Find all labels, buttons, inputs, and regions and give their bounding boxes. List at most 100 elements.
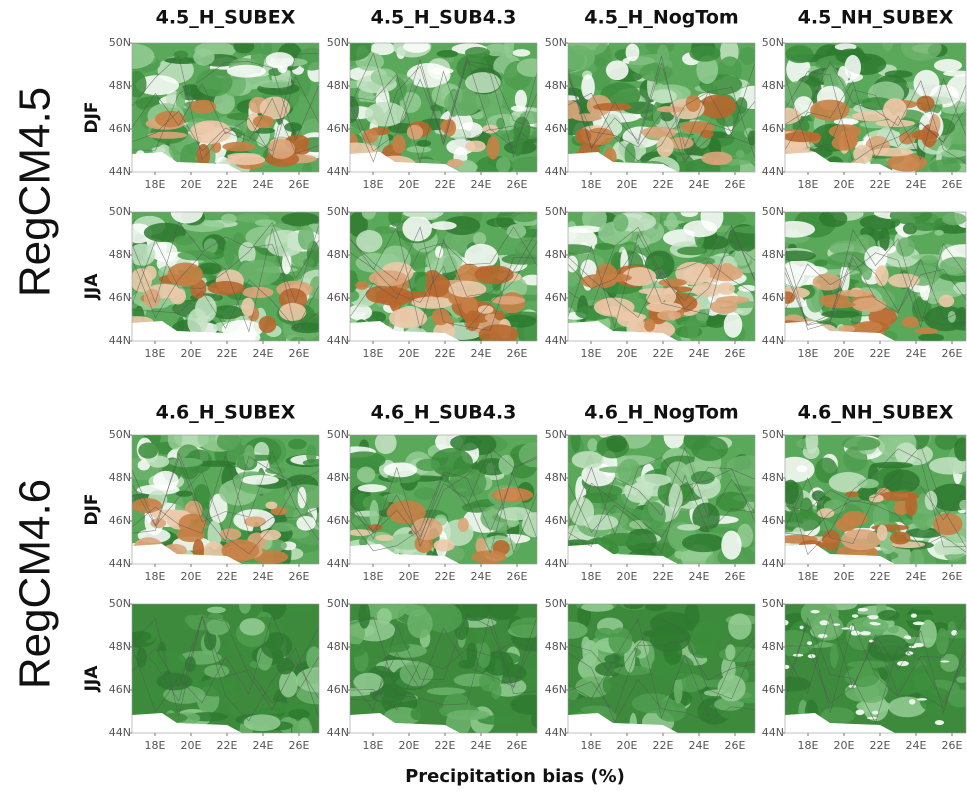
map-field bbox=[793, 96, 814, 117]
map-field bbox=[613, 213, 629, 232]
map-field bbox=[197, 262, 222, 275]
map-panel bbox=[785, 435, 966, 564]
map-bias bbox=[709, 299, 738, 314]
lat-label: 44N bbox=[545, 726, 567, 739]
map-field bbox=[511, 156, 537, 172]
map-bias bbox=[252, 115, 274, 129]
map-field bbox=[216, 435, 242, 451]
map-field bbox=[959, 499, 966, 511]
lon-label: 20E bbox=[617, 347, 638, 360]
border bbox=[132, 614, 319, 713]
map-field bbox=[170, 212, 203, 224]
lon-label: 18E bbox=[798, 178, 819, 191]
map-field bbox=[213, 91, 235, 115]
map-bias bbox=[914, 327, 939, 335]
map-field bbox=[884, 70, 913, 78]
lat-label: 50N bbox=[109, 428, 131, 441]
border bbox=[350, 471, 537, 552]
map-field bbox=[906, 527, 944, 539]
lat-label: 44N bbox=[327, 557, 349, 570]
map-field bbox=[896, 237, 915, 257]
map-field bbox=[399, 661, 434, 687]
lat-label: 48N bbox=[327, 79, 349, 92]
map-speckle bbox=[810, 609, 820, 614]
map-panel bbox=[350, 43, 537, 172]
map-field bbox=[647, 255, 664, 269]
lon-label: 22E bbox=[435, 739, 456, 752]
map-field bbox=[410, 707, 424, 721]
lon-label: 22E bbox=[870, 347, 891, 360]
map-field bbox=[175, 490, 193, 497]
map-field bbox=[909, 548, 925, 564]
map-field bbox=[447, 479, 463, 490]
map-field bbox=[370, 68, 397, 86]
map-field bbox=[631, 693, 674, 714]
map-speckle bbox=[912, 621, 925, 626]
map-field bbox=[443, 216, 481, 236]
map-field bbox=[844, 54, 861, 80]
border bbox=[568, 618, 755, 700]
map-field bbox=[281, 212, 319, 227]
border bbox=[568, 225, 755, 309]
map-field bbox=[279, 670, 298, 698]
map-field bbox=[677, 246, 708, 256]
lon-label: 20E bbox=[617, 739, 638, 752]
frame bbox=[567, 434, 756, 565]
map-bias bbox=[938, 294, 955, 308]
lat-label: 48N bbox=[327, 640, 349, 653]
border bbox=[785, 621, 966, 713]
map-field bbox=[830, 643, 839, 669]
column-title: 4.5_H_NogTom bbox=[584, 7, 738, 29]
map-bias bbox=[615, 312, 647, 322]
map-field bbox=[350, 270, 359, 293]
lat-label: 44N bbox=[762, 165, 784, 178]
column-title: 4.5_H_SUB4.3 bbox=[371, 7, 517, 29]
map-field bbox=[785, 250, 816, 262]
map-panel bbox=[568, 604, 755, 733]
map-field bbox=[696, 235, 730, 250]
lat-label: 44N bbox=[109, 334, 131, 347]
border bbox=[568, 618, 755, 719]
map-field bbox=[204, 664, 230, 678]
map-bias bbox=[819, 294, 850, 306]
map-field bbox=[459, 159, 477, 172]
lat-label: 44N bbox=[545, 165, 567, 178]
map-field bbox=[430, 221, 457, 230]
map-bias bbox=[889, 531, 911, 545]
map-field bbox=[402, 215, 432, 242]
map-field bbox=[194, 679, 237, 697]
lon-label: 24E bbox=[471, 347, 492, 360]
map-field bbox=[920, 283, 931, 301]
map-field bbox=[608, 627, 633, 655]
border bbox=[132, 471, 319, 555]
map-field bbox=[132, 307, 142, 317]
lon-label: 22E bbox=[435, 347, 456, 360]
lon-label: 22E bbox=[653, 570, 674, 583]
border bbox=[132, 615, 319, 717]
map-field bbox=[169, 457, 203, 467]
map-field bbox=[668, 483, 683, 513]
lat-label: 46N bbox=[762, 683, 784, 696]
map-bias bbox=[700, 129, 714, 139]
lat-label: 48N bbox=[109, 640, 131, 653]
map-field bbox=[940, 653, 959, 672]
lat-label: 46N bbox=[545, 122, 567, 135]
map-field bbox=[374, 226, 397, 234]
map-bias bbox=[221, 539, 260, 562]
no-data bbox=[785, 321, 895, 341]
map-field bbox=[912, 506, 935, 531]
map-bias bbox=[457, 517, 469, 532]
map-speckle bbox=[934, 720, 945, 726]
map-field bbox=[477, 715, 521, 726]
map-field bbox=[353, 672, 384, 693]
lon-label: 18E bbox=[145, 570, 166, 583]
map-panel bbox=[132, 435, 319, 564]
border bbox=[785, 480, 966, 521]
map-speckle bbox=[859, 631, 872, 636]
map-field bbox=[728, 613, 752, 640]
lat-label: 44N bbox=[109, 557, 131, 570]
lon-label: 20E bbox=[399, 178, 420, 191]
map-field bbox=[233, 43, 255, 54]
